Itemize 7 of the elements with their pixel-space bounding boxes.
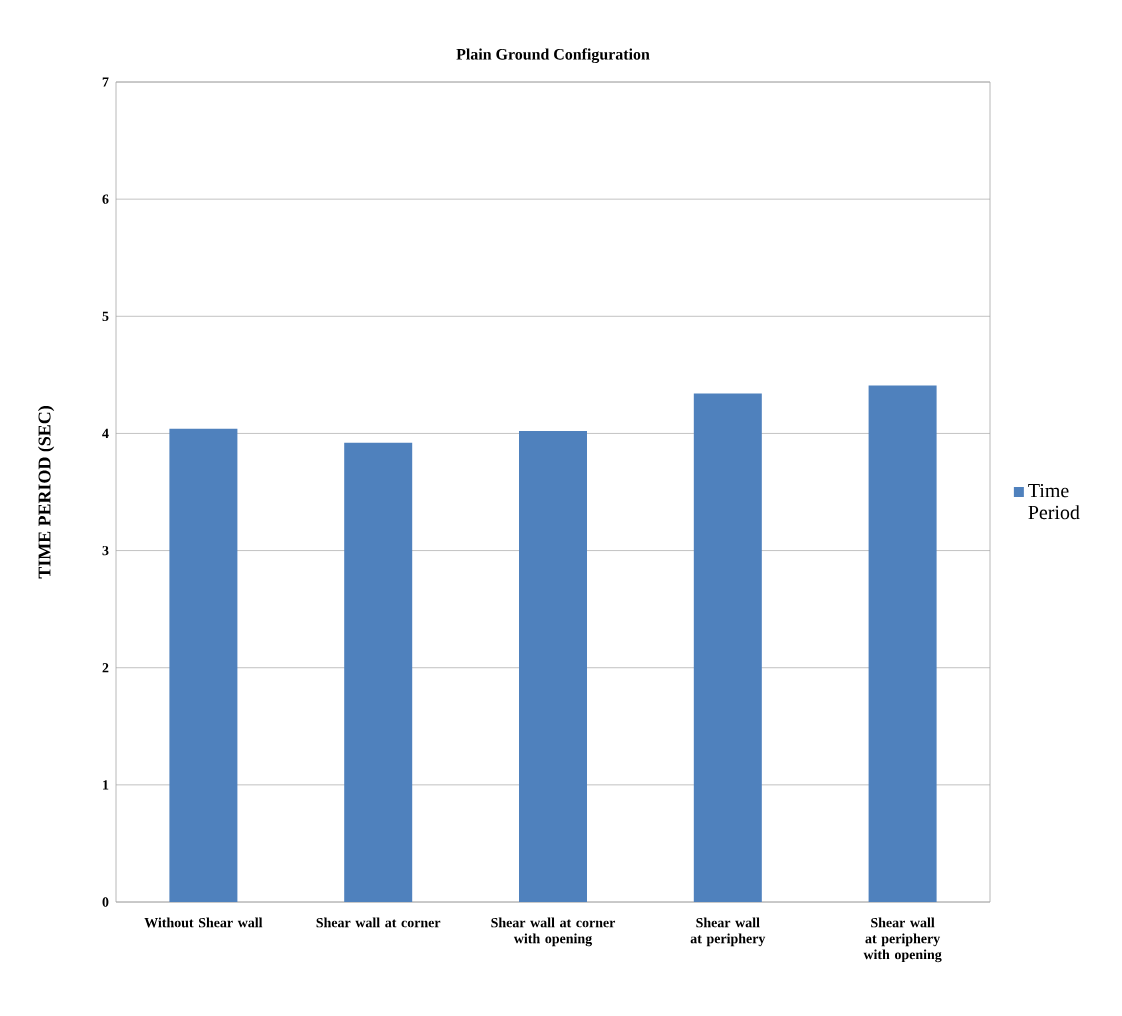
bar	[693, 393, 762, 902]
bar	[169, 428, 238, 902]
bar	[519, 431, 587, 902]
bar	[344, 442, 413, 902]
y-axis-title: TIME PERIOD (SEC)	[37, 406, 55, 579]
legend-label: Time Period	[1028, 483, 1080, 520]
bar	[868, 385, 937, 902]
